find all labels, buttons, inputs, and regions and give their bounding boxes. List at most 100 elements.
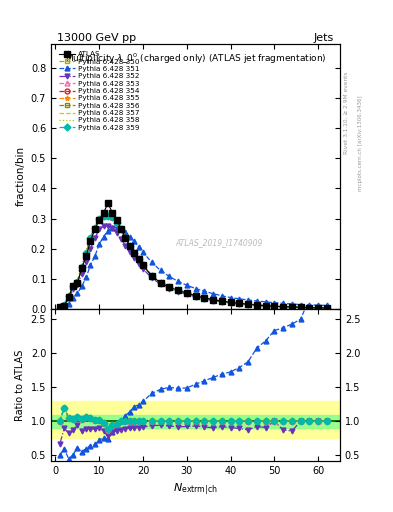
Pythia 6.428 358: [141, 262, 145, 268]
Pythia 6.428 356: [97, 216, 101, 222]
Pythia 6.428 351: [101, 233, 106, 240]
Pythia 6.428 359: [110, 214, 115, 220]
Pythia 6.428 359: [127, 243, 132, 249]
Pythia 6.428 359: [211, 296, 215, 303]
Pythia 6.428 356: [66, 293, 71, 300]
ATLAS: [88, 238, 93, 244]
Pythia 6.428 353: [149, 273, 154, 279]
Pythia 6.428 351: [289, 301, 294, 307]
Pythia 6.428 355: [62, 303, 66, 309]
Pythia 6.428 352: [246, 302, 250, 308]
Pythia 6.428 352: [62, 303, 66, 309]
Pythia 6.428 352: [184, 291, 189, 297]
Pythia 6.428 353: [101, 212, 106, 219]
ATLAS: [184, 290, 189, 296]
Line: Pythia 6.428 357: Pythia 6.428 357: [60, 216, 327, 308]
Pythia 6.428 351: [167, 273, 172, 280]
Pythia 6.428 350: [167, 284, 172, 290]
Pythia 6.428 354: [127, 243, 132, 249]
Pythia 6.428 354: [263, 303, 268, 309]
Bar: [51, 415, 340, 428]
Pythia 6.428 356: [71, 283, 75, 289]
ATLAS: [307, 305, 312, 311]
Pythia 6.428 357: [110, 214, 115, 220]
Pythia 6.428 354: [281, 304, 285, 310]
Pythia 6.428 357: [184, 290, 189, 296]
Pythia 6.428 356: [136, 256, 141, 262]
Pythia 6.428 357: [325, 305, 329, 311]
ATLAS: [127, 243, 132, 249]
Pythia 6.428 353: [110, 214, 115, 220]
Pythia 6.428 358: [316, 305, 320, 311]
Pythia 6.428 354: [254, 302, 259, 308]
Text: Rivet 3.1.10, ≥ 2.9M events: Rivet 3.1.10, ≥ 2.9M events: [344, 71, 349, 154]
Pythia 6.428 351: [263, 298, 268, 305]
Pythia 6.428 357: [97, 216, 101, 222]
Pythia 6.428 356: [132, 250, 137, 257]
ATLAS: [228, 300, 233, 306]
Pythia 6.428 357: [57, 304, 62, 310]
Pythia 6.428 353: [316, 305, 320, 311]
Line: Pythia 6.428 359: Pythia 6.428 359: [57, 213, 329, 310]
Pythia 6.428 358: [114, 220, 119, 226]
Pythia 6.428 358: [219, 298, 224, 304]
Pythia 6.428 353: [272, 303, 277, 309]
Pythia 6.428 355: [119, 226, 123, 232]
Pythia 6.428 351: [57, 305, 62, 311]
Pythia 6.428 358: [92, 225, 97, 231]
Pythia 6.428 350: [71, 283, 75, 289]
Pythia 6.428 353: [281, 304, 285, 310]
ATLAS: [75, 281, 80, 287]
ATLAS: [246, 301, 250, 307]
ATLAS: [141, 262, 145, 268]
Pythia 6.428 350: [184, 290, 189, 296]
Pythia 6.428 353: [88, 235, 93, 241]
Pythia 6.428 356: [316, 305, 320, 311]
Pythia 6.428 353: [114, 220, 119, 226]
Pythia 6.428 353: [132, 250, 137, 257]
ATLAS: [114, 217, 119, 223]
Pythia 6.428 359: [184, 290, 189, 296]
Pythia 6.428 350: [281, 304, 285, 310]
Pythia 6.428 358: [71, 283, 75, 289]
Pythia 6.428 353: [141, 262, 145, 268]
Pythia 6.428 353: [57, 304, 62, 310]
Pythia 6.428 353: [136, 256, 141, 262]
Pythia 6.428 359: [92, 225, 97, 231]
Line: ATLAS: ATLAS: [57, 201, 330, 311]
Pythia 6.428 359: [219, 298, 224, 304]
Pythia 6.428 355: [237, 300, 242, 306]
Pythia 6.428 356: [237, 300, 242, 306]
X-axis label: $N_\mathrm{extrm|ch}$: $N_\mathrm{extrm|ch}$: [173, 481, 218, 497]
Pythia 6.428 353: [119, 226, 123, 232]
Pythia 6.428 350: [119, 226, 123, 232]
Pythia 6.428 350: [211, 296, 215, 303]
Pythia 6.428 359: [97, 216, 101, 222]
Pythia 6.428 357: [119, 226, 123, 232]
Line: Pythia 6.428 351: Pythia 6.428 351: [57, 225, 329, 311]
Pythia 6.428 356: [92, 225, 97, 231]
Pythia 6.428 359: [281, 304, 285, 310]
Pythia 6.428 353: [176, 287, 180, 293]
Pythia 6.428 351: [88, 262, 93, 268]
Pythia 6.428 350: [84, 250, 88, 257]
Pythia 6.428 358: [101, 212, 106, 219]
Pythia 6.428 350: [325, 305, 329, 311]
Pythia 6.428 350: [298, 304, 303, 310]
Pythia 6.428 355: [84, 250, 88, 257]
Pythia 6.428 359: [254, 302, 259, 308]
Pythia 6.428 351: [62, 304, 66, 310]
Pythia 6.428 359: [325, 305, 329, 311]
Pythia 6.428 350: [132, 250, 137, 257]
Pythia 6.428 358: [228, 300, 233, 306]
Pythia 6.428 356: [307, 305, 312, 311]
Pythia 6.428 358: [254, 302, 259, 308]
Pythia 6.428 357: [272, 303, 277, 309]
Pythia 6.428 356: [289, 304, 294, 310]
Pythia 6.428 352: [123, 243, 128, 249]
Pythia 6.428 356: [106, 212, 110, 219]
Line: Pythia 6.428 356: Pythia 6.428 356: [57, 213, 329, 310]
Pythia 6.428 358: [211, 296, 215, 303]
Pythia 6.428 355: [101, 212, 106, 219]
Pythia 6.428 352: [202, 296, 207, 302]
